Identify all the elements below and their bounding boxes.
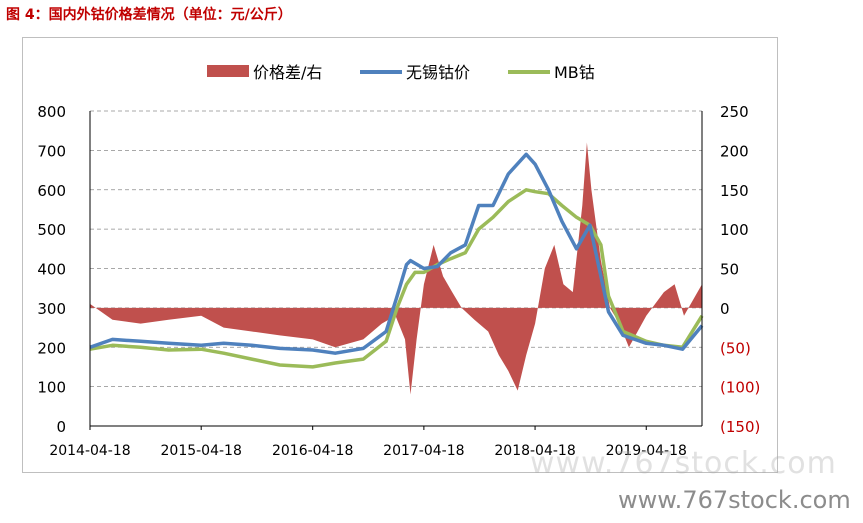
axes: 0 100 200 300 400 500 600 700 800 (150) (100) (50) 0…: [37, 103, 760, 459]
y-left-tick-label: 200: [37, 339, 66, 357]
legend-label-价格差/右: 价格差/右: [253, 63, 322, 82]
y-right-tick-label: 0: [720, 300, 730, 318]
y-right-tick-label: 200: [720, 142, 749, 160]
legend-swatch-价格差/右: [207, 65, 249, 77]
x-tick-label: 2019-04-18: [606, 443, 687, 459]
y-left-tick-label: 0: [56, 418, 66, 436]
watermark-large: www.767stock.com: [530, 446, 837, 481]
spread-area-layer: [90, 142, 702, 395]
y-left-tick-label: 500: [37, 221, 66, 239]
y-left-tick-label: 100: [37, 379, 66, 397]
y-right-tick-label: (150): [720, 418, 760, 436]
y-right-tick-label: 150: [720, 182, 749, 200]
series-area-价格差: [90, 142, 702, 395]
y-left-tick-label: 600: [37, 182, 66, 200]
chart-frame: [22, 37, 778, 473]
y-right-tick-label: (50): [720, 339, 751, 357]
legend-label-无锡钴价: 无锡钴价: [406, 63, 470, 82]
x-tick-label: 2016-04-18: [272, 443, 353, 459]
x-tick-label: 2018-04-18: [494, 443, 575, 459]
watermark-small: www.767stock.com: [618, 486, 851, 514]
x-tick-label: 2014-04-18: [49, 443, 130, 459]
series-line-MB钴: [89, 188, 704, 369]
x-tick-label: 2015-04-18: [161, 443, 242, 459]
gridlines: [90, 110, 702, 388]
y-right-tick-label: (100): [720, 379, 760, 397]
series-line-无锡钴价: [89, 152, 704, 355]
price-lines-layer: [89, 152, 704, 369]
y-right-tick-label: 50: [720, 261, 739, 279]
x-tick-label: 2017-04-18: [383, 443, 464, 459]
y-left-tick-label: 400: [37, 261, 66, 279]
legend-label-MB钴: MB钴: [554, 63, 595, 82]
y-left-tick-label: 700: [37, 142, 66, 160]
y-right-tick-label: 100: [720, 221, 749, 239]
y-right-tick-label: 250: [720, 103, 749, 121]
figure-title: 图 4：国内外钴价格差情况（单位：元/公斤）: [6, 7, 292, 23]
y-left-tick-label: 300: [37, 300, 66, 318]
legend: 价格差/右 无锡钴价 MB钴: [207, 63, 595, 82]
y-left-tick-label: 800: [37, 103, 66, 121]
